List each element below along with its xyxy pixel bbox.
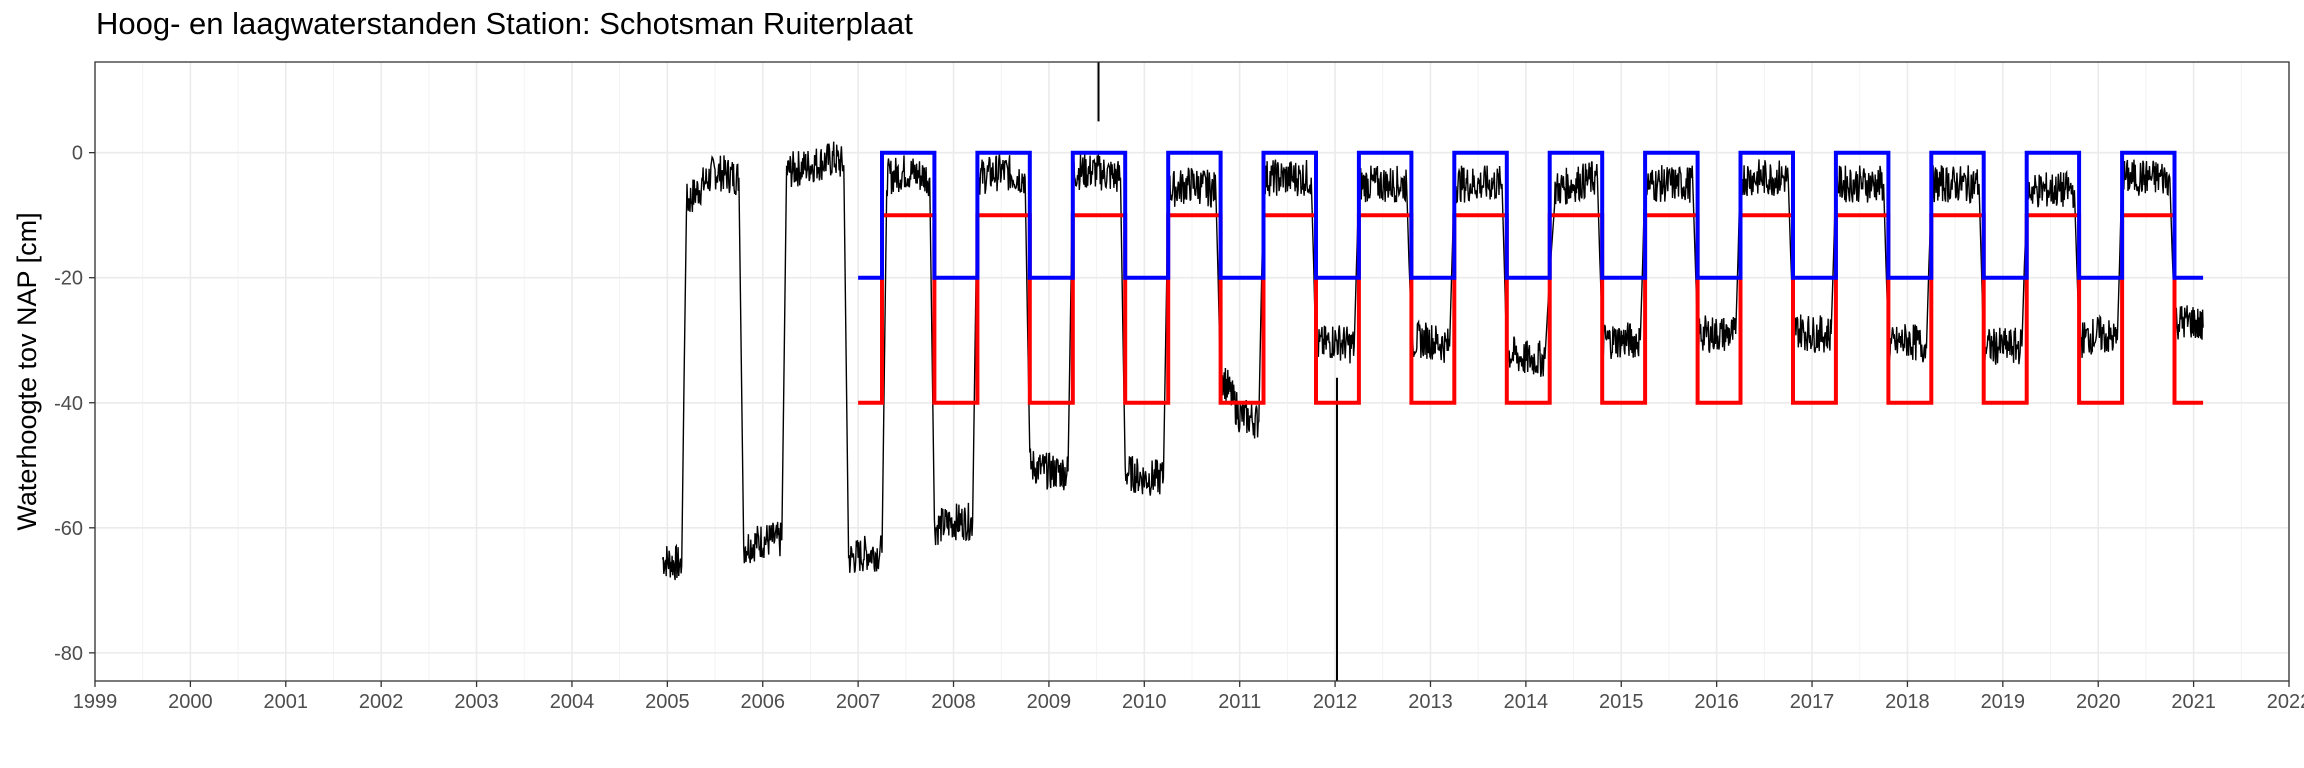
x-tick-label: 2000 [168, 691, 213, 713]
x-tick-label: 2005 [645, 691, 690, 713]
panel-border [94, 61, 2290, 682]
x-tick-label: 2022 [2267, 691, 2304, 713]
y-tick-label: -40 [54, 393, 83, 415]
y-tick-label: 0 [72, 143, 83, 165]
x-tick-label: 2007 [836, 691, 881, 713]
y-axis-title: Waterhoogte tov NAP [cm] [12, 212, 42, 530]
x-tick-label: 2018 [1885, 691, 1930, 713]
x-tick-label: 2001 [264, 691, 309, 713]
x-tick-label: 2014 [1504, 691, 1549, 713]
x-tick-label: 2017 [1790, 691, 1835, 713]
x-tick-label: 2011 [1218, 691, 1261, 713]
x-tick-label: 2015 [1599, 691, 1644, 713]
x-tick-label: 2016 [1694, 691, 1739, 713]
upper-target-line [858, 150, 2204, 280]
x-tick-label: 1999 [73, 691, 118, 713]
x-tick-label: 2012 [1313, 691, 1358, 713]
series-group [661, 62, 2204, 681]
x-tick-label: 2003 [454, 691, 499, 713]
x-tick-label: 2006 [740, 691, 785, 713]
y-tick-label: -60 [54, 518, 83, 540]
axes: 0 -20 -40 -60 -80 1999 2000 2001 2002 2003 2004 200… [54, 143, 2304, 713]
lower-target-line [858, 213, 2204, 405]
y-tick-label: -20 [54, 268, 83, 290]
x-tick-label: 2002 [359, 691, 404, 713]
x-tick-label: 2019 [1981, 691, 2026, 713]
x-tick-label: 2020 [2076, 691, 2121, 713]
grid-lines [94, 62, 2290, 681]
x-tick-label: 2010 [1122, 691, 1167, 713]
y-tick-label: -80 [54, 643, 83, 665]
x-tick-label: 2009 [1027, 691, 1072, 713]
x-tick-label: 2021 [2171, 691, 2216, 713]
x-tick-label: 2008 [931, 691, 976, 713]
measured-water-level-line [661, 141, 2204, 581]
x-tick-label: 2004 [550, 691, 595, 713]
chart-title: Hoog- en laagwaterstanden Station: Schot… [96, 6, 913, 41]
x-tick-label: 2013 [1408, 691, 1453, 713]
